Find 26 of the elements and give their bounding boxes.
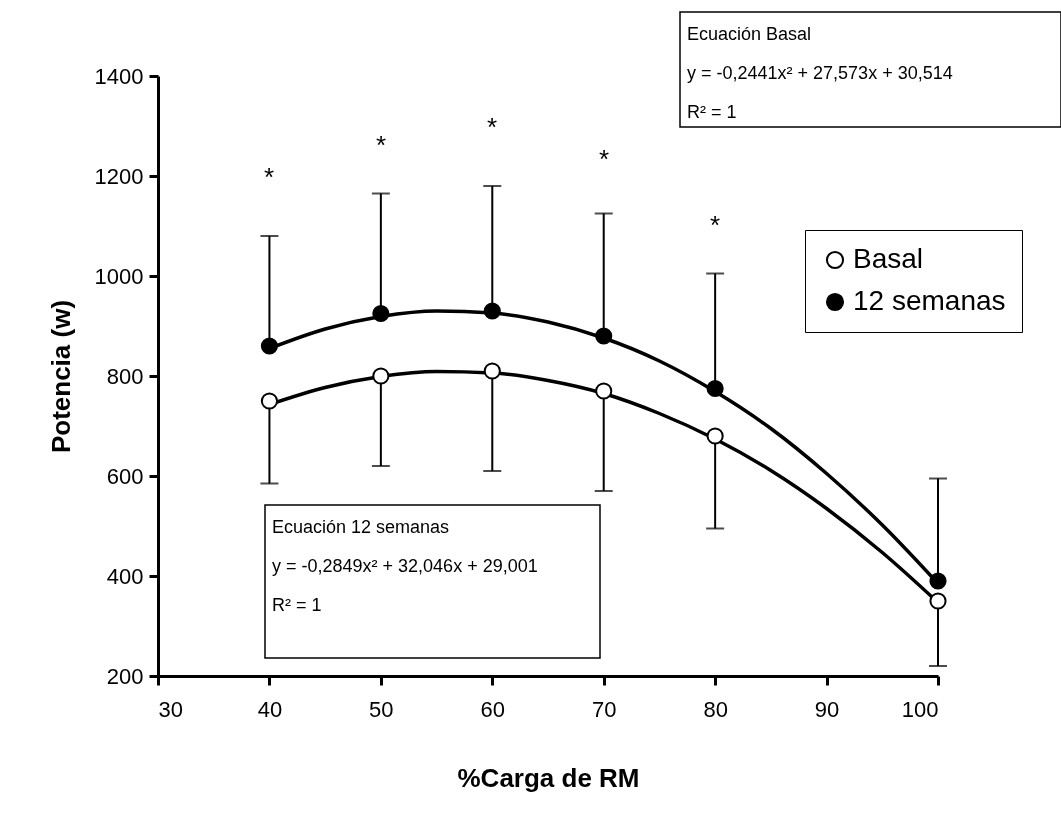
x-tick-label: 60 — [480, 696, 506, 722]
x-tick-label: 100 — [901, 696, 939, 722]
x-tick-label: 40 — [257, 696, 283, 722]
y-tick-label: 600 — [106, 463, 144, 489]
x-tick-label: 70 — [591, 696, 617, 722]
legend-label: Basal — [853, 243, 924, 274]
x-tick-label: 30 — [158, 696, 183, 722]
annotation: Ecuación Basal y = -0,2441x² + 27,573x + 30,514 R² = 1 — [687, 24, 953, 122]
y-tick-label: 400 — [106, 563, 144, 589]
x-tick-label: 50 — [369, 696, 394, 722]
legend-label: 12 semanas — [853, 285, 1006, 316]
x-tick-label: 80 — [703, 696, 728, 722]
annotation: * — [709, 210, 721, 240]
annotation: * — [263, 162, 275, 192]
annotation: Ecuación 12 semanas y = -0,2849x² + 32,046x + 29,001 R² = 1 — [272, 517, 538, 615]
y-tick-label: 800 — [106, 363, 144, 389]
annotation: * — [375, 130, 387, 160]
y-tick-label: 1200 — [94, 163, 144, 189]
y-tick-label: 200 — [106, 663, 144, 689]
x-axis-title: %Carga de RM — [457, 762, 640, 793]
y-axis-title: Potencia (w) — [45, 299, 76, 454]
y-tick-label: 1000 — [94, 263, 144, 289]
annotation: * — [598, 144, 610, 174]
y-tick-label: 1400 — [94, 63, 144, 89]
annotation: * — [486, 112, 498, 142]
x-tick-label: 90 — [814, 696, 840, 722]
